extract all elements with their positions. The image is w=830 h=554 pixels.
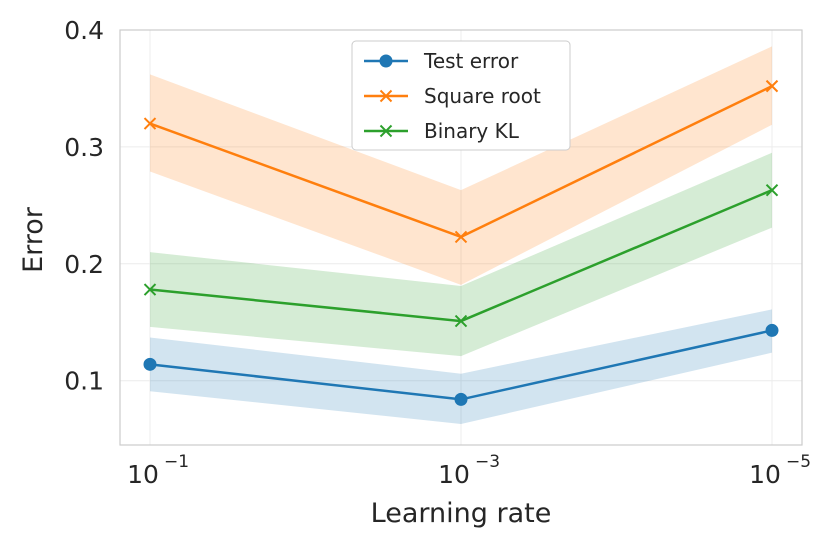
square-root-band xyxy=(150,46,772,285)
plot-frame xyxy=(119,29,803,446)
test-error-point-2 xyxy=(765,323,779,337)
x-tick-base-2: 10 xyxy=(749,460,781,489)
y-tick-labels: 0.1 0.2 0.3 0.4 xyxy=(64,16,104,396)
x-tick-base-1: 10 xyxy=(438,460,470,489)
square-root-point-0 xyxy=(143,117,157,130)
binary-kl-point-2 xyxy=(765,183,779,197)
legend-binary-kl-marker xyxy=(379,124,393,138)
test-error-point-0 xyxy=(143,357,157,371)
legend-square-root-label: Square root xyxy=(424,84,541,108)
x-tick-label-2: 10 −5 xyxy=(749,452,811,489)
y-tick-label-0: 0.1 xyxy=(64,367,104,396)
square-root-point-2 xyxy=(765,79,779,93)
x-tick-label-1: 10 −3 xyxy=(438,452,500,489)
y-tick-label-1: 0.2 xyxy=(64,250,104,279)
binary-kl-point-1 xyxy=(454,314,468,328)
x-tick-base-0: 10 xyxy=(127,460,159,489)
legend-square-root-marker xyxy=(379,89,393,103)
legend-test-error-label: Test error xyxy=(423,49,519,73)
square-root-point-1 xyxy=(454,230,468,244)
legend-binary-kl-label: Binary KL xyxy=(424,119,520,143)
x-tick-labels: 10 −1 10 −3 10 −5 xyxy=(127,452,811,489)
x-tick-exponent-1: −3 xyxy=(475,452,500,472)
x-tick-exponent-0: −1 xyxy=(164,452,189,472)
legend: Test error Square root Binary KL xyxy=(351,40,571,151)
x-tick-exponent-2: −5 xyxy=(786,452,811,472)
legend-test-error-marker xyxy=(379,54,393,68)
test-error-point-1 xyxy=(454,392,468,406)
y-axis-label: Error xyxy=(18,206,49,273)
series-markers xyxy=(143,79,779,406)
legend-box xyxy=(351,40,571,151)
y-tick-label-2: 0.3 xyxy=(64,133,104,162)
x-axis-label: Learning rate xyxy=(371,498,552,529)
x-tick-label-0: 10 −1 xyxy=(127,452,189,489)
y-tick-label-3: 0.4 xyxy=(64,16,104,45)
binary-kl-point-0 xyxy=(143,283,157,296)
test-error-band xyxy=(150,309,772,424)
